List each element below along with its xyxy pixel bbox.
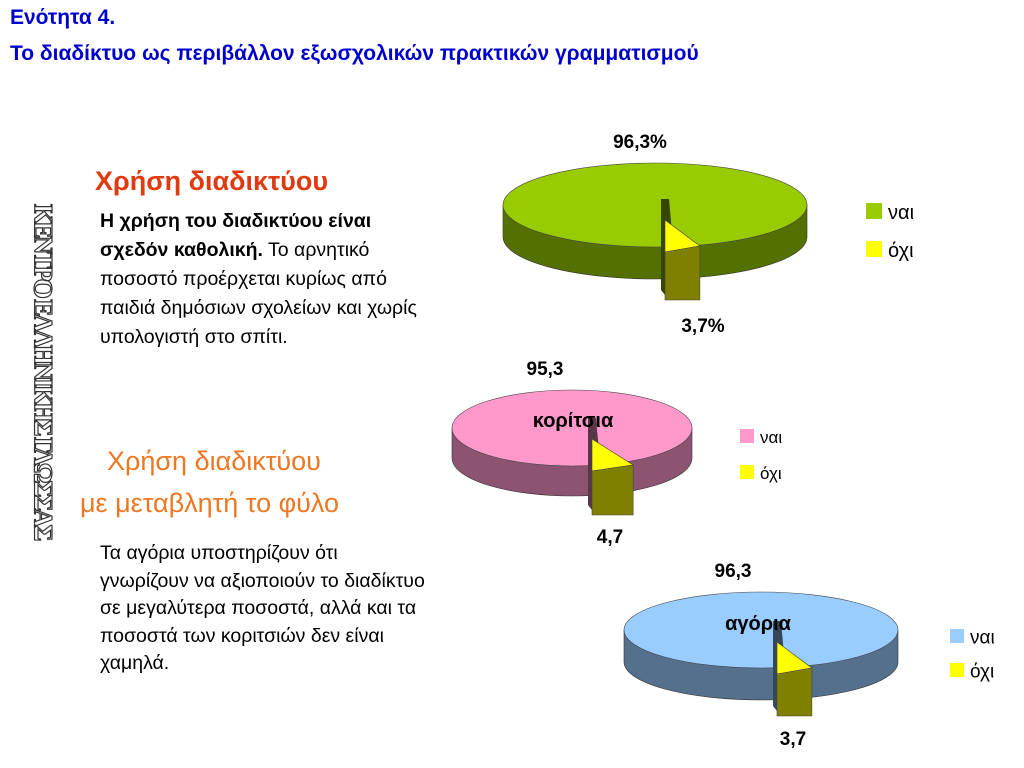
- data-label-όχι: 4,7: [597, 527, 623, 548]
- pie-chart-2: 95,3 4,7 κορίτσια ναι όχι: [451, 359, 782, 548]
- legend-swatch-ναι: [950, 629, 964, 643]
- pie-slice-side-όχι: [664, 245, 701, 301]
- legend-label-ναι: ναι: [888, 202, 914, 224]
- data-label-ναι: 95,3: [527, 359, 564, 380]
- legend-label-ναι: ναι: [970, 628, 995, 649]
- legend-swatch-ναι: [866, 203, 882, 219]
- section2-heading-line2: με μεταβλητή το φύλο: [80, 488, 339, 518]
- legend-label-όχι: όχι: [760, 464, 782, 483]
- pie-slice-ναι: [502, 162, 808, 248]
- section1-heading: Χρήση διαδικτύου: [95, 166, 329, 196]
- legend-swatch-ναι: [740, 429, 754, 443]
- section1-text: Το αρνητικό ποσοστό προέρχεται κυρίως απ…: [100, 239, 417, 348]
- pie-slice-ναι: [451, 389, 693, 467]
- data-label-όχι: 3,7: [780, 729, 806, 750]
- pie-slice-ναι: [623, 591, 899, 669]
- chart-title: αγόρια: [725, 613, 792, 635]
- data-label-ναι: 96,3: [715, 561, 752, 582]
- legend-swatch-όχι: [740, 465, 754, 479]
- data-label-ναι: 96,3%: [613, 132, 667, 153]
- pie-slice-side-όχι: [591, 464, 634, 516]
- legend-swatch-όχι: [950, 663, 964, 677]
- section1-bold-text: Η χρήση του διαδικτύου είναι σχεδόν καθο…: [100, 210, 372, 261]
- legend-label-ναι: ναι: [760, 428, 782, 447]
- pie-chart-1: 96,3% 3,7% ναι όχι: [502, 132, 914, 337]
- data-label-όχι: 3,7%: [681, 316, 724, 337]
- pie-chart-3: 96,3 3,7 αγόρια ναι όχι: [623, 561, 995, 750]
- unit-title: Ενότητα 4.: [10, 6, 116, 29]
- section2-heading-line1: Χρήση διαδικτύου: [107, 446, 321, 476]
- legend-label-όχι: όχι: [888, 240, 914, 262]
- section1-paragraph: Η χρήση του διαδικτύου είναι σχεδόν καθο…: [100, 207, 430, 352]
- center-logo-text: ΚΕΝΤΡΟ ΕΛΛΗΝΙΚΗΣ ΓΛΩΣΣΑΣ: [29, 204, 58, 540]
- legend-label-όχι: όχι: [970, 662, 994, 683]
- section2-paragraph: Τα αγόρια υποστηρίζουν ότι γνωρίζουν να …: [100, 542, 425, 674]
- chart-title: κορίτσια: [533, 410, 614, 432]
- pie-slice-side-όχι: [776, 667, 813, 717]
- center-logo-vertical: ΚΕΝΤΡΟ ΕΛΛΗΝΙΚΗΣ ΓΛΩΣΣΑΣ: [28, 203, 58, 541]
- legend-swatch-όχι: [866, 241, 882, 257]
- page-title: Το διαδίκτυο ως περιβάλλον εξωσχολικών π…: [10, 42, 699, 65]
